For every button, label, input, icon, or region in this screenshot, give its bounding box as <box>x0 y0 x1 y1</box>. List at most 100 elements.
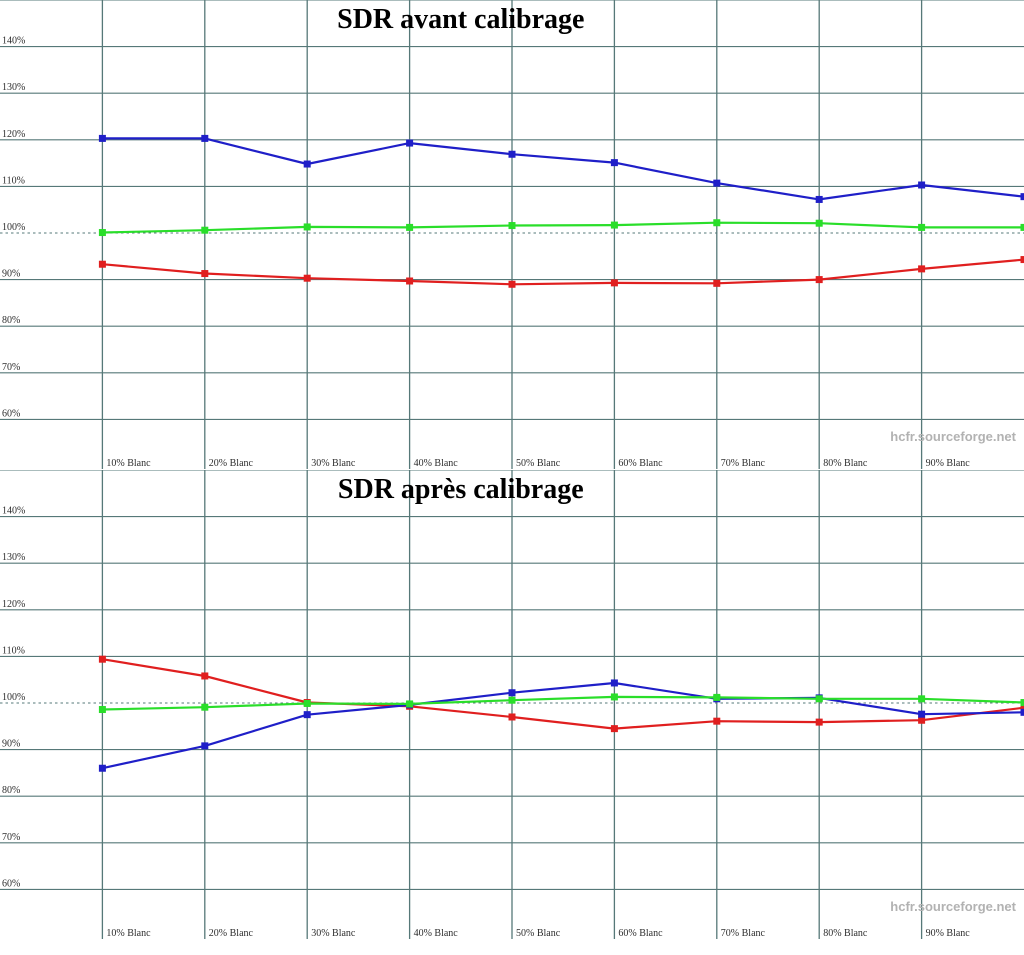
x-tick-label: 20% Blanc <box>209 458 254 469</box>
x-tick-label: 60% Blanc <box>618 458 663 469</box>
data-point-red <box>201 672 209 680</box>
data-point-green <box>508 222 516 230</box>
chart-sdr-apres-calibrage: 140% 130% 120% 110% 100% 90% 80% 70% 60% 10% Blan… <box>0 470 1024 955</box>
data-point-green <box>98 229 106 237</box>
data-point-blue <box>1020 708 1024 716</box>
watermark-apres: hcfr.sourceforge.net <box>890 899 1016 914</box>
x-tick-label: 80% Blanc <box>823 928 868 939</box>
data-point-green <box>815 219 823 227</box>
chart-title-apres: SDR après calibrage <box>337 474 584 505</box>
data-point-blue <box>918 181 926 189</box>
data-point-blue <box>610 679 618 687</box>
data-point-blue <box>1020 193 1024 201</box>
data-point-blue <box>98 134 106 142</box>
data-point-green <box>406 223 414 231</box>
chart-title-avant: SDR avant calibrage <box>337 4 585 35</box>
x-tick-label: 90% Blanc <box>926 458 971 469</box>
y-tick-label: 140% <box>2 506 25 517</box>
data-point-blue <box>918 710 926 718</box>
data-point-blue <box>201 742 209 750</box>
x-tick-label: 20% Blanc <box>209 928 254 939</box>
x-tick-label: 50% Blanc <box>516 928 561 939</box>
y-tick-label: 90% <box>2 269 20 280</box>
data-point-blue <box>610 159 618 167</box>
data-point-green <box>508 696 516 704</box>
data-point-green <box>98 706 106 714</box>
data-point-red <box>713 279 721 287</box>
x-tick-label: 90% Blanc <box>926 928 971 939</box>
data-point-red <box>508 280 516 288</box>
chart-plot-avant: 140% 130% 120% 110% 100% 90% 80% 70% 60% 10% Blan… <box>0 0 1024 469</box>
x-tick-label: 30% Blanc <box>311 458 356 469</box>
data-point-blue <box>508 689 516 697</box>
series-line-green <box>102 221 1024 234</box>
y-tick-label: 130% <box>2 82 25 93</box>
x-tick-label: 70% Blanc <box>721 458 766 469</box>
x-tick-label: 50% Blanc <box>516 458 561 469</box>
y-tick-label: 60% <box>2 408 20 419</box>
y-tick-label: 120% <box>2 599 25 610</box>
y-tick-label: 120% <box>2 129 25 140</box>
y-tick-label: 100% <box>2 222 25 233</box>
series-line-red <box>102 258 1024 286</box>
data-point-red <box>303 274 311 282</box>
data-point-red <box>815 276 823 284</box>
data-point-green <box>610 693 618 701</box>
data-point-red <box>98 260 106 268</box>
y-tick-label: 140% <box>2 36 25 47</box>
data-point-blue <box>406 139 414 147</box>
data-point-red <box>508 713 516 721</box>
data-point-red <box>201 270 209 278</box>
data-point-green <box>1020 223 1024 231</box>
data-point-blue <box>303 711 311 719</box>
y-tick-label: 90% <box>2 739 20 750</box>
series-line-blue <box>102 681 1024 770</box>
x-tick-label: 60% Blanc <box>618 928 663 939</box>
data-point-green <box>1020 699 1024 707</box>
data-point-green <box>406 700 414 708</box>
data-point-green <box>610 221 618 229</box>
data-point-red <box>815 718 823 726</box>
x-tick-label: 40% Blanc <box>414 928 459 939</box>
data-point-red <box>98 655 106 663</box>
series-line-blue <box>102 137 1024 201</box>
watermark-avant: hcfr.sourceforge.net <box>890 429 1016 444</box>
y-tick-label: 70% <box>2 832 20 843</box>
data-point-blue <box>303 160 311 168</box>
data-point-green <box>918 695 926 703</box>
x-tick-label: 70% Blanc <box>721 928 766 939</box>
y-tick-label: 100% <box>2 692 25 703</box>
data-point-red <box>610 725 618 733</box>
y-tick-label: 80% <box>2 785 20 796</box>
data-point-blue <box>98 764 106 772</box>
data-point-green <box>918 223 926 231</box>
y-tick-label: 70% <box>2 362 20 373</box>
y-tick-label: 110% <box>2 175 25 186</box>
data-point-red <box>1020 256 1024 264</box>
data-point-blue <box>713 179 721 187</box>
chart-plot-apres: 140% 130% 120% 110% 100% 90% 80% 70% 60% 10% Blan… <box>0 470 1024 939</box>
data-point-red <box>1020 704 1024 712</box>
x-tick-label: 30% Blanc <box>311 928 356 939</box>
data-point-red <box>713 717 721 725</box>
y-tick-label: 130% <box>2 552 25 563</box>
chart-sdr-avant-calibrage: 140% 130% 120% 110% 100% 90% 80% 70% 60% 10% Blan… <box>0 0 1024 470</box>
y-tick-label: 80% <box>2 315 20 326</box>
data-point-blue <box>815 195 823 203</box>
data-point-green <box>201 226 209 234</box>
data-point-red <box>610 279 618 287</box>
x-tick-label: 40% Blanc <box>414 458 459 469</box>
data-point-red <box>918 265 926 273</box>
data-point-green <box>713 693 721 701</box>
data-point-green <box>201 703 209 711</box>
y-tick-label: 60% <box>2 878 20 889</box>
x-tick-label: 10% Blanc <box>106 928 151 939</box>
data-point-red <box>918 716 926 724</box>
data-point-blue <box>201 134 209 142</box>
series-line-green <box>102 695 1024 711</box>
data-point-red <box>406 277 414 285</box>
data-point-green <box>713 219 721 227</box>
x-tick-label: 10% Blanc <box>106 458 151 469</box>
data-point-green <box>815 695 823 703</box>
